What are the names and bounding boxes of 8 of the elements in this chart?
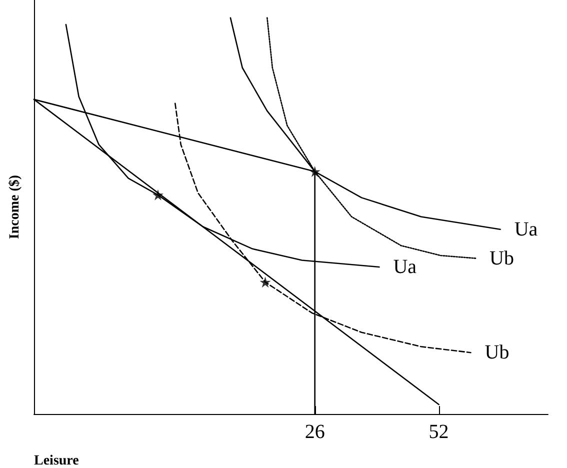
x-tick-label: 52 <box>428 421 449 443</box>
series-label: Ua <box>393 256 417 278</box>
series-label: Ua <box>514 218 538 240</box>
series-label: Ub <box>490 247 514 270</box>
y-axis-title: Income ($) <box>8 174 22 240</box>
series-label: Ub <box>484 342 510 364</box>
x-tick-label: 26 <box>304 421 325 443</box>
x-axis-title: Leisure <box>34 454 79 468</box>
